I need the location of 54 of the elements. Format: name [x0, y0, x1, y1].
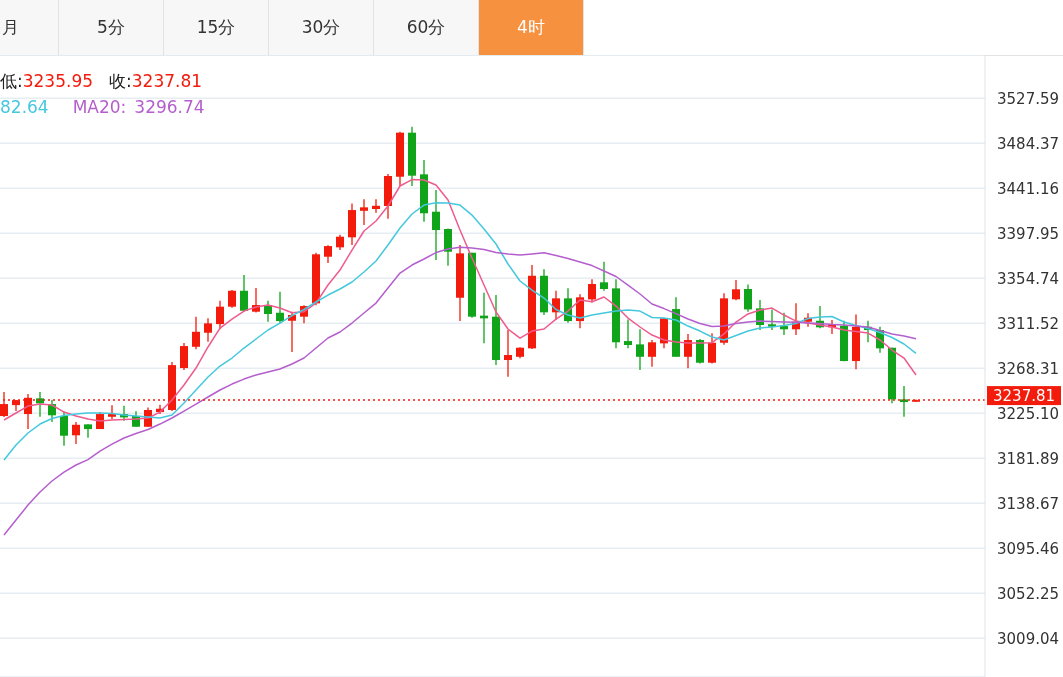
candlestick: [444, 227, 452, 267]
annotation: 低:: [0, 71, 23, 91]
candlestick: [504, 329, 512, 378]
candlestick: [900, 385, 908, 418]
candlestick: [216, 300, 224, 330]
candlestick: [276, 291, 284, 325]
candlestick: [60, 411, 68, 447]
text: 4时: [479, 0, 584, 55]
candlestick: [708, 332, 716, 365]
candlestick: [192, 316, 200, 350]
candlestick: [84, 423, 92, 439]
candlestick: [588, 278, 596, 304]
y-tick-label: 3311.52: [997, 314, 1060, 333]
candlestick: [180, 342, 188, 371]
text: 月: [0, 0, 59, 55]
y-tick-label: 3527.59: [997, 89, 1060, 108]
annotation: 收:: [109, 71, 132, 91]
text: 5分: [59, 0, 164, 55]
candlestick: [732, 279, 740, 301]
candlestick: [72, 421, 80, 445]
text: 15分: [164, 0, 269, 55]
y-tick-label: 3181.89: [997, 449, 1060, 468]
annotation: MA20:: [72, 97, 127, 117]
text: 60分: [374, 0, 479, 55]
text: 30分: [269, 0, 374, 55]
candlestick: [744, 283, 752, 313]
y-tick-label: 3397.95: [997, 224, 1060, 243]
y-tick-label: 3225.10: [997, 404, 1060, 423]
candlestick: [600, 261, 608, 292]
y-tick-label: 3052.25: [997, 584, 1060, 603]
candlestick: [624, 318, 632, 349]
y-tick-label: 3484.37: [997, 134, 1060, 153]
y-tick-label: 3009.04: [997, 629, 1060, 648]
annotation: 82.64: [0, 97, 49, 117]
candlestick: [240, 274, 248, 313]
annotation: 3237.81: [131, 71, 203, 91]
annotation: 3235.95: [22, 71, 94, 91]
candlestick: [684, 333, 692, 369]
candlestick: [636, 328, 644, 371]
line-series: [3, 202, 917, 461]
candlestick: [204, 317, 212, 343]
y-tick-label: 3138.67: [997, 494, 1060, 513]
annotation: 3296.74: [134, 97, 205, 117]
candlestick: [432, 189, 440, 261]
y-tick-label: 3354.74: [997, 269, 1060, 288]
candlestick: [696, 338, 704, 365]
y-tick-label: 3441.16: [997, 179, 1060, 198]
candlestick: [108, 404, 116, 421]
y-tick-label: 3095.46: [997, 539, 1060, 558]
candlestick: [360, 198, 368, 226]
candlestick: [372, 198, 380, 214]
y-tick-label: 3268.31: [997, 359, 1060, 378]
ref-line-label: 3237.81: [993, 387, 1056, 406]
candlestick: [648, 339, 656, 368]
